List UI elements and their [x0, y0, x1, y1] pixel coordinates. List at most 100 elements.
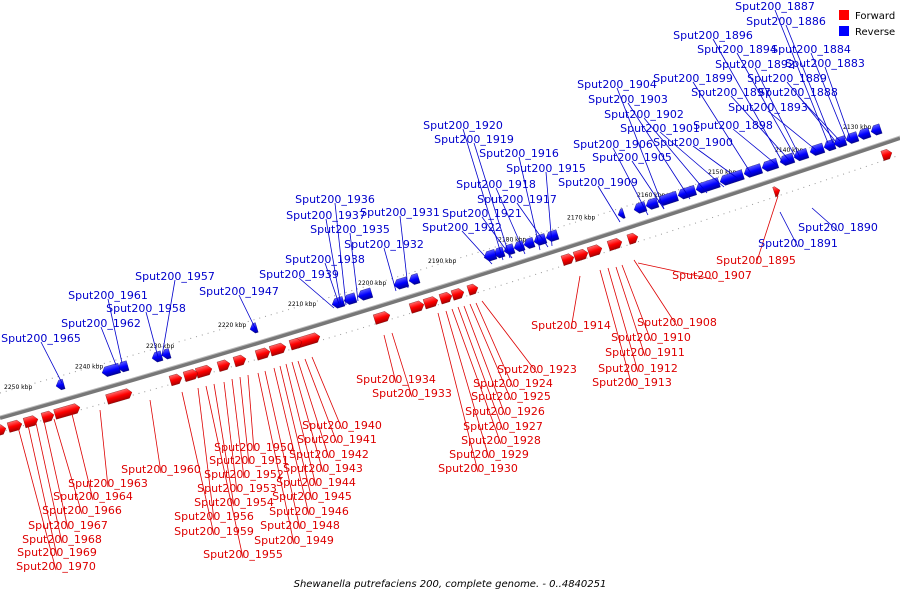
gene-label-sput200-1968[interactable]: Sput200_1968	[22, 533, 102, 546]
gene-label-sput200-1888[interactable]: Sput200_1888	[758, 86, 838, 99]
gene-label-sput200-1948[interactable]: Sput200_1948	[260, 519, 340, 532]
gene-label-sput200-1892[interactable]: Sput200_1892	[715, 58, 795, 71]
gene-label-sput200-1912[interactable]: Sput200_1912	[598, 362, 678, 375]
gene-label-sput200-1951[interactable]: Sput200_1951	[209, 454, 289, 467]
gene-label-sput200-1907[interactable]: Sput200_1907	[672, 269, 752, 282]
leader-sput200-1933	[391, 332, 413, 398]
gene-label-sput200-1936[interactable]: Sput200_1936	[295, 193, 375, 206]
gene-label-sput200-1957[interactable]: Sput200_1957	[135, 270, 215, 283]
gene-label-sput200-1886[interactable]: Sput200_1886	[746, 15, 826, 28]
gene-label-sput200-1917[interactable]: Sput200_1917	[477, 193, 557, 206]
gene-label-sput200-1925[interactable]: Sput200_1925	[471, 390, 551, 403]
gene-label-sput200-1899[interactable]: Sput200_1899	[653, 72, 733, 85]
gene-label-sput200-1919[interactable]: Sput200_1919	[434, 133, 514, 146]
gene-label-sput200-1897[interactable]: Sput200_1897	[691, 86, 771, 99]
gene-label-sput200-1949[interactable]: Sput200_1949	[254, 534, 334, 547]
gene-label-sput200-1930[interactable]: Sput200_1930	[438, 462, 518, 475]
gene-label-sput200-1908[interactable]: Sput200_1908	[637, 316, 717, 329]
gene-label-sput200-1923[interactable]: Sput200_1923	[497, 363, 577, 376]
gene-label-sput200-1966[interactable]: Sput200_1966	[42, 504, 122, 517]
gene-label-sput200-1926[interactable]: Sput200_1926	[465, 405, 545, 418]
gene-label-sput200-1947[interactable]: Sput200_1947	[199, 285, 279, 298]
gene-label-sput200-1900[interactable]: Sput200_1900	[653, 136, 733, 149]
gene-label-sput200-1934[interactable]: Sput200_1934	[356, 373, 436, 386]
gene-label-sput200-1924[interactable]: Sput200_1924	[473, 377, 553, 390]
gene-label-sput200-1910[interactable]: Sput200_1910	[611, 331, 691, 344]
gene-label-sput200-1909[interactable]: Sput200_1909	[558, 176, 638, 189]
gene-label-sput200-1895[interactable]: Sput200_1895	[716, 254, 796, 267]
gene-label-sput200-1902[interactable]: Sput200_1902	[604, 108, 684, 121]
gene-label-sput200-1953[interactable]: Sput200_1953	[197, 482, 277, 495]
leader-sput200-1955	[205, 385, 244, 559]
gene-label-sput200-1906[interactable]: Sput200_1906	[573, 138, 653, 151]
gene-forward	[572, 249, 589, 262]
gene-label-sput200-1898[interactable]: Sput200_1898	[693, 119, 773, 132]
gene-label-sput200-1940[interactable]: Sput200_1940	[302, 419, 382, 432]
gene-label-sput200-1921[interactable]: Sput200_1921	[442, 207, 522, 220]
leader-sput200-1891	[779, 211, 799, 248]
gene-label-sput200-1894[interactable]: Sput200_1894	[697, 43, 777, 56]
gene-label-sput200-1965[interactable]: Sput200_1965	[1, 332, 81, 345]
kbp-ticks: 2130 kbp 2140 kbp 2150 kbp 2160 kbp 2170 kbp…	[4, 124, 871, 391]
gene-forward	[372, 311, 391, 325]
gene-label-sput200-1964[interactable]: Sput200_1964	[53, 490, 133, 503]
gene-label-sput200-1928[interactable]: Sput200_1928	[461, 434, 541, 447]
gene-label-sput200-1960[interactable]: Sput200_1960	[121, 463, 201, 476]
gene-label-sput200-1932[interactable]: Sput200_1932	[344, 238, 424, 251]
gene-label-sput200-1931[interactable]: Sput200_1931	[360, 206, 440, 219]
gene-label-sput200-1937[interactable]: Sput200_1937	[286, 209, 366, 222]
leader-sput200-1970	[17, 426, 57, 571]
gene-label-sput200-1970[interactable]: Sput200_1970	[16, 560, 96, 573]
gene-label-sput200-1955[interactable]: Sput200_1955	[203, 548, 283, 561]
gene-label-sput200-1903[interactable]: Sput200_1903	[588, 93, 668, 106]
leader-sput200-1946	[273, 367, 310, 516]
gene-label-sput200-1913[interactable]: Sput200_1913	[592, 376, 672, 389]
gene-label-sput200-1891[interactable]: Sput200_1891	[758, 237, 838, 250]
gene-label-sput200-1927[interactable]: Sput200_1927	[463, 420, 543, 433]
gene-label-sput200-1914[interactable]: Sput200_1914	[531, 319, 611, 332]
gene-label-sput200-1933[interactable]: Sput200_1933	[372, 387, 452, 400]
gene-label-sput200-1911[interactable]: Sput200_1911	[605, 346, 685, 359]
gene-label-sput200-1954[interactable]: Sput200_1954	[194, 496, 274, 509]
gene-label-sput200-1893[interactable]: Sput200_1893	[728, 101, 808, 114]
gene-label-sput200-1918[interactable]: Sput200_1918	[456, 178, 536, 191]
gene-label-sput200-1943[interactable]: Sput200_1943	[283, 462, 363, 475]
gene-label-sput200-1959[interactable]: Sput200_1959	[174, 525, 254, 538]
gene-label-sput200-1883[interactable]: Sput200_1883	[785, 57, 865, 70]
gene-label-sput200-1887[interactable]: Sput200_1887	[735, 0, 815, 13]
gene-label-sput200-1920[interactable]: Sput200_1920	[423, 119, 503, 132]
gene-label-sput200-1956[interactable]: Sput200_1956	[174, 510, 254, 523]
gene-label-sput200-1896[interactable]: Sput200_1896	[673, 29, 753, 42]
gene-label-sput200-1904[interactable]: Sput200_1904	[577, 78, 657, 91]
gene-label-sput200-1941[interactable]: Sput200_1941	[297, 433, 377, 446]
gene-label-sput200-1952[interactable]: Sput200_1952	[204, 468, 284, 481]
leader-sput200-1907	[637, 262, 713, 280]
gene-label-sput200-1939[interactable]: Sput200_1939	[259, 268, 339, 281]
gene-label-sput200-1915[interactable]: Sput200_1915	[506, 162, 586, 175]
gene-label-sput200-1950[interactable]: Sput200_1950	[214, 441, 294, 454]
gene-label-sput200-1946[interactable]: Sput200_1946	[269, 505, 349, 518]
gene-label-sput200-1922[interactable]: Sput200_1922	[422, 221, 502, 234]
gene-reverse	[617, 208, 626, 219]
gene-label-sput200-1942[interactable]: Sput200_1942	[289, 448, 369, 461]
leader-sput200-1894	[736, 52, 797, 159]
gene-label-sput200-1945[interactable]: Sput200_1945	[272, 490, 352, 503]
gene-forward	[40, 410, 55, 424]
gene-label-sput200-1916[interactable]: Sput200_1916	[479, 147, 559, 160]
gene-label-sput200-1935[interactable]: Sput200_1935	[310, 223, 390, 236]
gene-reverse	[809, 142, 826, 156]
gene-label-sput200-1884[interactable]: Sput200_1884	[771, 43, 851, 56]
gene-label-sput200-1929[interactable]: Sput200_1929	[449, 448, 529, 461]
gene-label-sput200-1938[interactable]: Sput200_1938	[285, 253, 365, 266]
gene-label-sput200-1962[interactable]: Sput200_1962	[61, 317, 141, 330]
gene-label-sput200-1901[interactable]: Sput200_1901	[620, 122, 700, 135]
gene-label-sput200-1889[interactable]: Sput200_1889	[747, 72, 827, 85]
gene-label-sput200-1905[interactable]: Sput200_1905	[592, 151, 672, 164]
gene-label-sput200-1969[interactable]: Sput200_1969	[17, 546, 97, 559]
gene-label-sput200-1967[interactable]: Sput200_1967	[28, 519, 108, 532]
gene-label-sput200-1961[interactable]: Sput200_1961	[68, 289, 148, 302]
gene-label-sput200-1944[interactable]: Sput200_1944	[276, 476, 356, 489]
gene-label-sput200-1890[interactable]: Sput200_1890	[798, 221, 878, 234]
gene-label-sput200-1958[interactable]: Sput200_1958	[106, 302, 186, 315]
gene-label-sput200-1963[interactable]: Sput200_1963	[68, 477, 148, 490]
